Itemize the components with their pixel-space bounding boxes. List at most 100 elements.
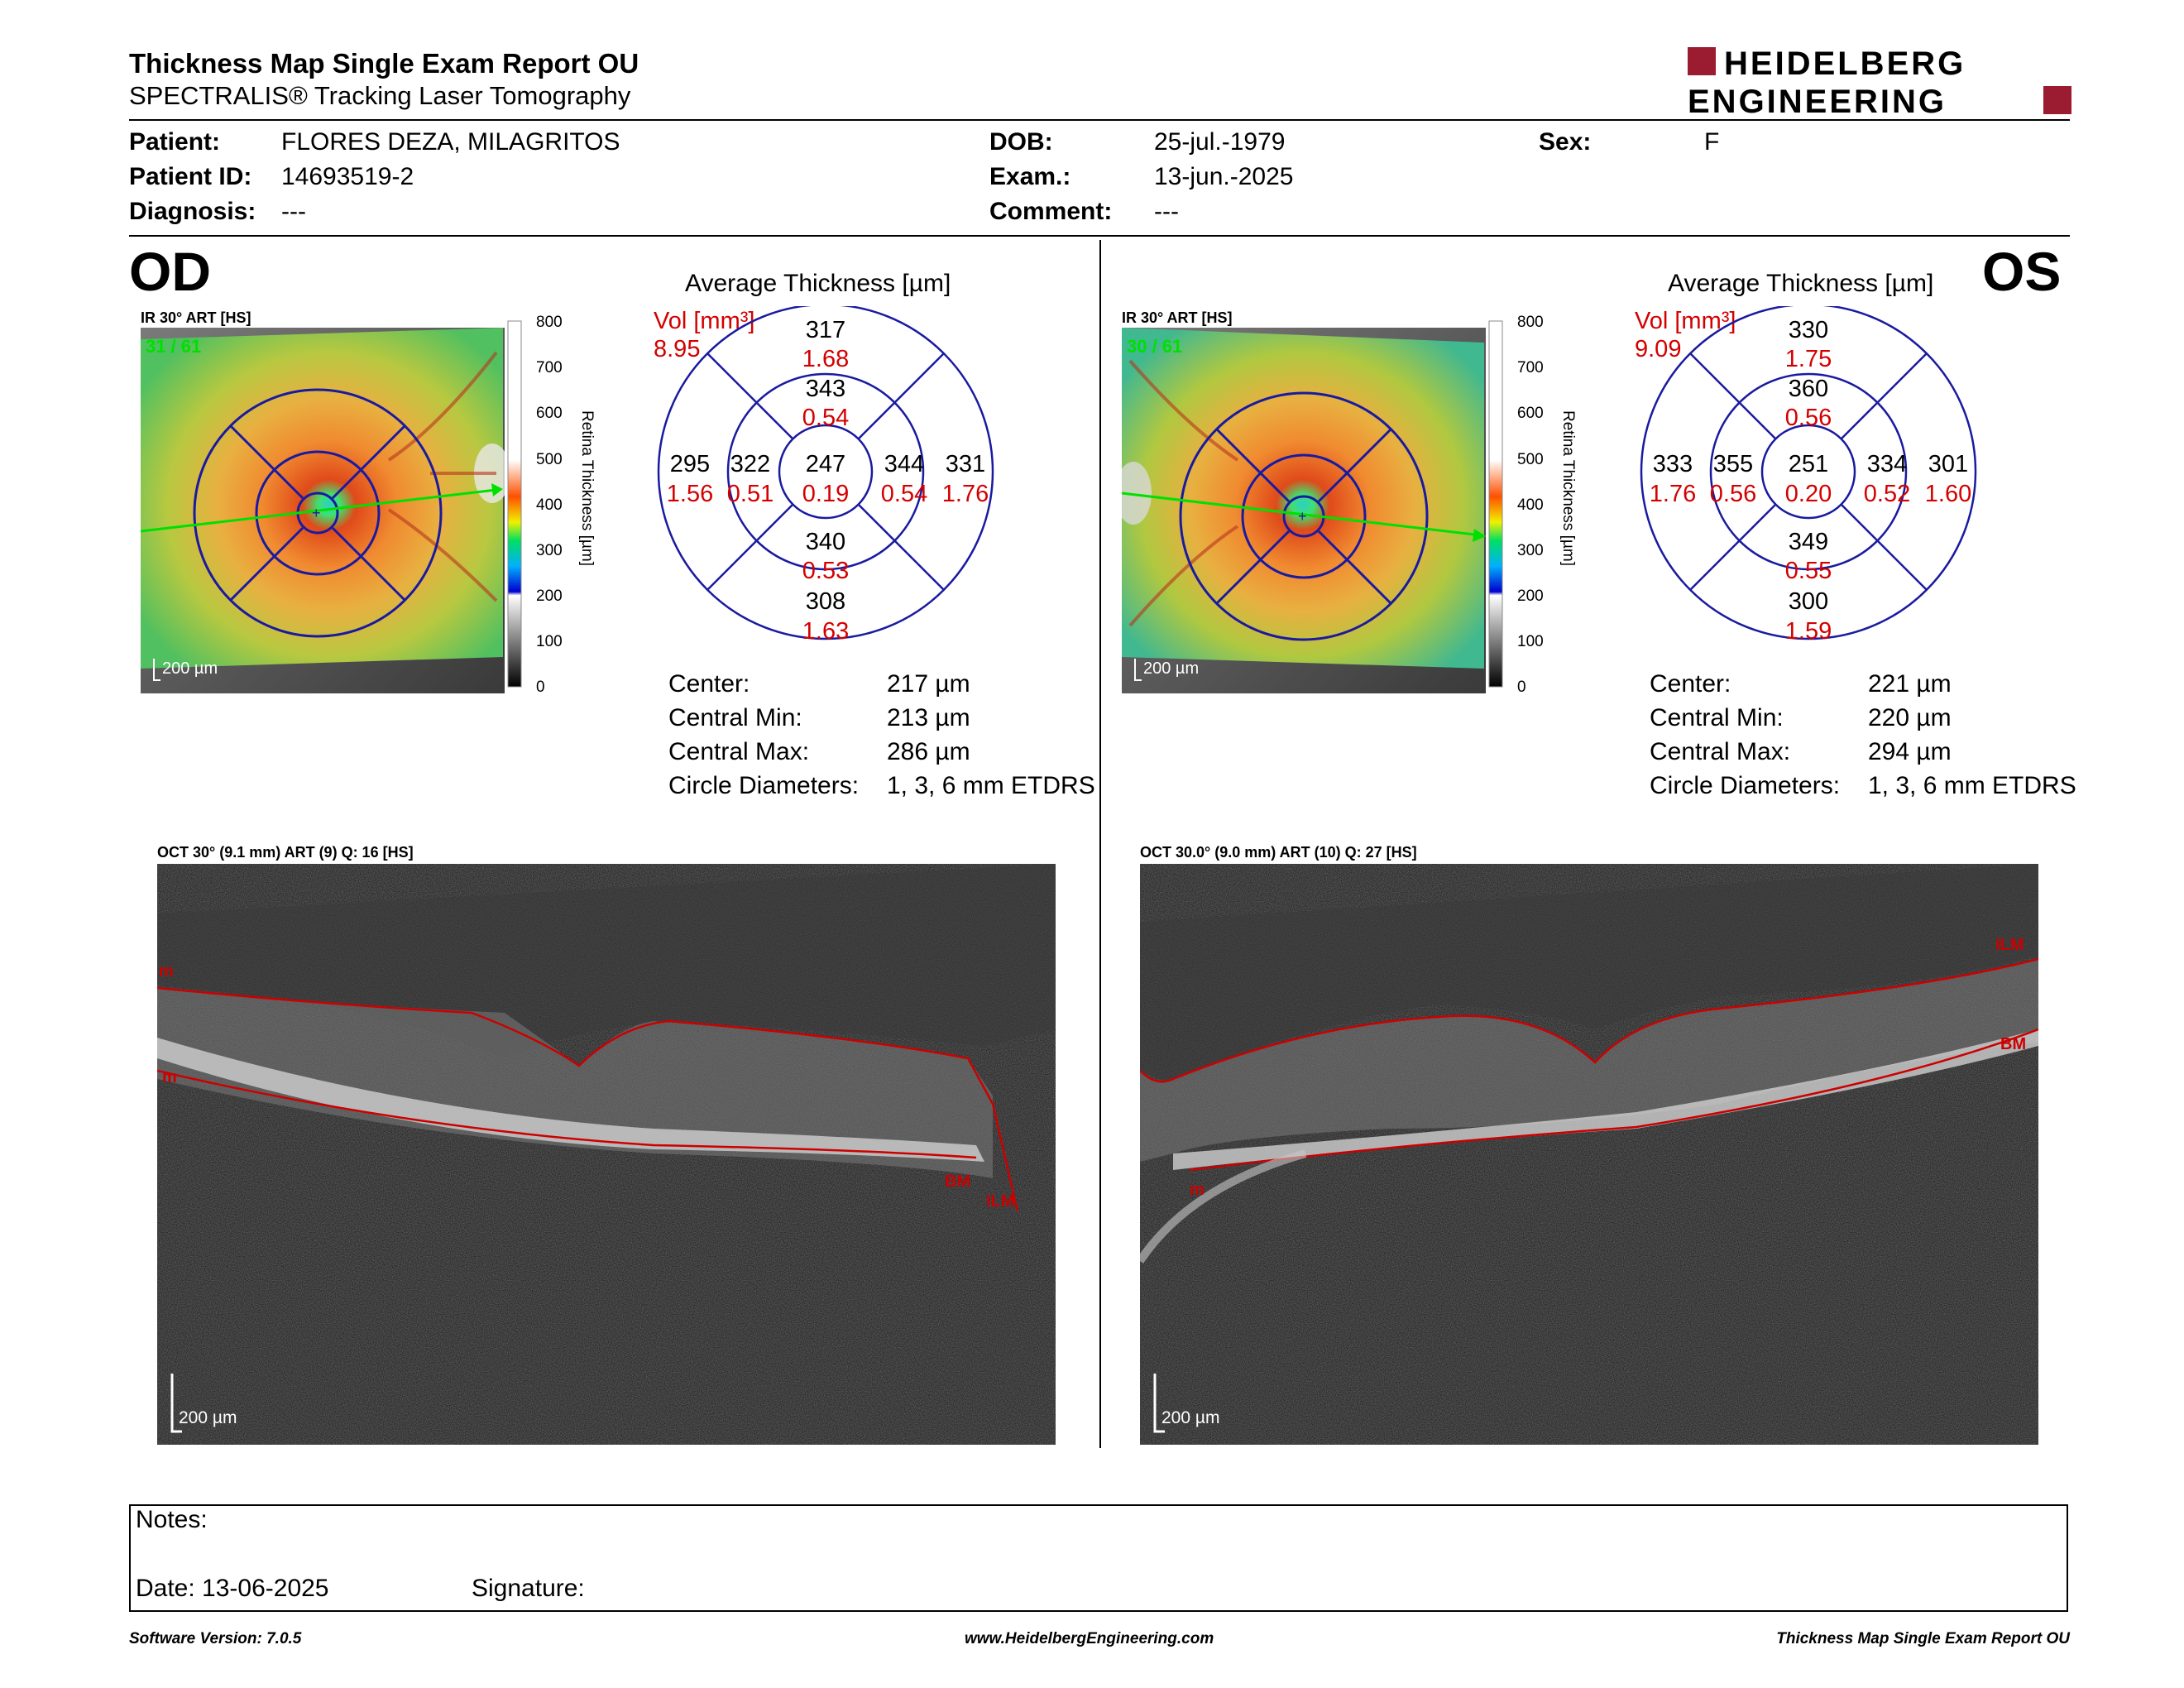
sex-value: F bbox=[1704, 128, 1720, 156]
os-eye-label: OS bbox=[1982, 241, 2062, 302]
od-outer-sup-thickness: 317 bbox=[806, 317, 845, 343]
od-oct-bscan: m m BM ILM 200 µm bbox=[157, 864, 1056, 1445]
os-inner-inf-thickness: 349 bbox=[1789, 529, 1828, 555]
notes-box[interactable] bbox=[129, 1504, 2068, 1612]
report-title: Thickness Map Single Exam Report OU bbox=[129, 48, 639, 79]
os-max-value: 294 µm bbox=[1868, 738, 1952, 765]
os-diam-value: 1, 3, 6 mm ETDRS bbox=[1868, 772, 2076, 799]
diagnosis-value: --- bbox=[281, 198, 306, 225]
od-ir-scale: 200 µm bbox=[162, 659, 218, 678]
os-cbar-tick: 400 bbox=[1517, 496, 1544, 514]
od-layer-label: ILM bbox=[986, 1192, 1014, 1211]
comment-label: Comment: bbox=[989, 198, 1113, 225]
od-outer-left-thickness: 295 bbox=[670, 451, 710, 477]
od-cbar-tick: 400 bbox=[536, 496, 563, 514]
os-cbar-tick: 0 bbox=[1517, 679, 1526, 693]
os-cbar-tick: 200 bbox=[1517, 587, 1544, 605]
os-oct-label: OCT 30.0° (9.0 mm) ART (10) Q: 27 [HS] bbox=[1140, 844, 1417, 861]
od-cbar-tick: 200 bbox=[536, 587, 563, 605]
od-layer-label: BM bbox=[945, 1172, 970, 1191]
od-cbar-label: Retina Thickness [µm] bbox=[578, 410, 596, 566]
od-min-value: 213 µm bbox=[887, 704, 970, 731]
od-inner-inf-thickness: 340 bbox=[806, 529, 845, 555]
os-layer-label: m bbox=[1190, 1181, 1205, 1199]
os-inner-sup-thickness: 360 bbox=[1789, 376, 1828, 402]
os-center-value: 221 µm bbox=[1868, 670, 1952, 698]
svg-text:+: + bbox=[1298, 508, 1307, 525]
od-diam-value: 1, 3, 6 mm ETDRS bbox=[887, 772, 1095, 799]
os-inner-right-thickness: 334 bbox=[1867, 451, 1907, 477]
header-rule bbox=[129, 119, 2070, 121]
os-outer-left-thickness: 333 bbox=[1653, 451, 1693, 477]
os-layer-label: BM bbox=[2000, 1035, 2026, 1053]
os-layer-label: ILM bbox=[1995, 936, 2024, 954]
heidelberg-logo: HEIDELBERG ENGINEERING bbox=[1688, 46, 2071, 117]
od-inner-inf-volume: 0.53 bbox=[802, 558, 849, 584]
od-frames: 31 / 61 bbox=[146, 336, 201, 357]
os-center-volume: 0.20 bbox=[1785, 481, 1832, 507]
os-outer-inf-thickness: 300 bbox=[1789, 588, 1828, 615]
patient-id-label: Patient ID: bbox=[129, 163, 252, 190]
od-max-value: 286 µm bbox=[887, 738, 970, 765]
info-rule bbox=[129, 235, 2070, 237]
os-outer-left-volume: 1.76 bbox=[1650, 481, 1696, 507]
os-outer-inf-volume: 1.59 bbox=[1785, 618, 1832, 645]
od-layer-label: m bbox=[159, 962, 174, 981]
od-inner-sup-thickness: 343 bbox=[806, 376, 845, 402]
os-vol-total: 9.09 bbox=[1635, 336, 1682, 362]
os-oct-bscan: ILM BM m 200 µm bbox=[1140, 864, 2038, 1445]
os-outer-right-volume: 1.60 bbox=[1925, 481, 1971, 507]
od-diam-label: Circle Diameters: bbox=[668, 772, 860, 799]
os-oct-scale: 200 µm bbox=[1161, 1408, 1219, 1427]
dob-label: DOB: bbox=[989, 128, 1053, 156]
os-min-label: Central Min: bbox=[1650, 704, 1784, 731]
od-oct-scale: 200 µm bbox=[179, 1408, 237, 1427]
od-center-volume: 0.19 bbox=[802, 481, 849, 507]
svg-text:+: + bbox=[312, 505, 321, 521]
os-ir-scale: 200 µm bbox=[1143, 659, 1199, 678]
os-inner-left-volume: 0.56 bbox=[1710, 481, 1756, 507]
od-cbar-tick: 300 bbox=[536, 542, 563, 559]
os-etdrs-grid: 330 1.75 360 0.56 251 0.20 355 0.56 334 … bbox=[1640, 306, 1977, 645]
od-cbar-tick: 100 bbox=[536, 633, 563, 650]
os-outer-right-thickness: 301 bbox=[1928, 451, 1968, 477]
date-label: Date: 13-06-2025 bbox=[136, 1575, 329, 1602]
od-avg-title: Average Thickness [µm] bbox=[685, 270, 951, 297]
os-cbar-tick: 800 bbox=[1517, 314, 1544, 331]
website-link[interactable]: www.HeidelbergEngineering.com bbox=[965, 1630, 1214, 1647]
os-ir-label: IR 30° ART [HS] bbox=[1122, 309, 1233, 326]
os-inner-right-volume: 0.52 bbox=[1864, 481, 1910, 507]
exam-label: Exam.: bbox=[989, 163, 1071, 190]
os-center-label: Center: bbox=[1650, 670, 1731, 698]
patient-id: 14693519-2 bbox=[281, 163, 414, 190]
od-center-label: Center: bbox=[668, 670, 750, 698]
os-center-thickness: 251 bbox=[1789, 451, 1828, 477]
report-subtitle: SPECTRALIS® Tracking Laser Tomography bbox=[129, 81, 631, 110]
os-inner-inf-volume: 0.55 bbox=[1785, 558, 1832, 584]
signature-label: Signature: bbox=[472, 1575, 585, 1602]
os-outer-sup-thickness: 330 bbox=[1789, 317, 1828, 343]
od-eye-label: OD bbox=[129, 241, 211, 302]
od-etdrs-grid: 317 1.68 343 0.54 247 0.19 322 0.51 344 … bbox=[657, 306, 994, 645]
patient-label: Patient: bbox=[129, 128, 221, 156]
od-oct-label: OCT 30° (9.1 mm) ART (9) Q: 16 [HS] bbox=[157, 844, 414, 861]
od-layer-label: m bbox=[162, 1068, 177, 1086]
os-frames: 30 / 61 bbox=[1127, 336, 1182, 357]
od-vol-total: 8.95 bbox=[654, 336, 701, 362]
comment-value: --- bbox=[1154, 198, 1179, 225]
diagnosis-label: Diagnosis: bbox=[129, 198, 256, 225]
os-avg-title: Average Thickness [µm] bbox=[1668, 270, 1934, 297]
od-inner-left-volume: 0.51 bbox=[727, 481, 774, 507]
od-thickness-map: + 31 / 61 200 µm bbox=[141, 328, 505, 693]
os-cbar-tick: 700 bbox=[1517, 359, 1544, 376]
notes-label: Notes: bbox=[136, 1506, 208, 1533]
dob-value: 25-jul.-1979 bbox=[1154, 128, 1286, 156]
os-inner-left-thickness: 355 bbox=[1713, 451, 1753, 477]
os-inner-sup-volume: 0.56 bbox=[1785, 405, 1832, 431]
exam-value: 13-jun.-2025 bbox=[1154, 163, 1294, 190]
logo-line1: HEIDELBERG bbox=[1724, 46, 1966, 82]
od-cbar-tick: 800 bbox=[536, 314, 563, 331]
os-outer-sup-volume: 1.75 bbox=[1785, 346, 1832, 372]
os-cbar-tick: 600 bbox=[1517, 405, 1544, 422]
software-version: Software Version: 7.0.5 bbox=[129, 1630, 302, 1647]
